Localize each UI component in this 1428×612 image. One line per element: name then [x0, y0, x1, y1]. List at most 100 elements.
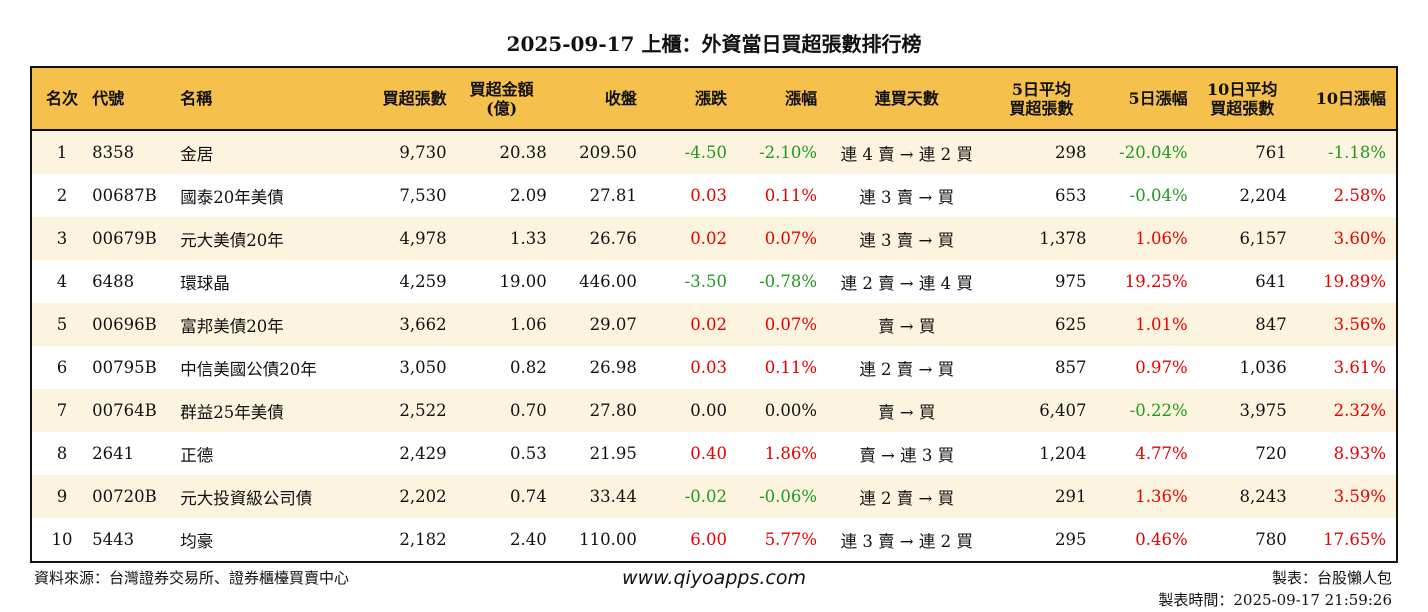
cell-code: 5443 [92, 530, 135, 549]
cell-avg10-lots: 847 [1197, 303, 1297, 346]
cell-avg5-lots: 625 [996, 303, 1097, 346]
cell-change5-pct: -0.04% [1129, 186, 1188, 205]
cell-streak: 賣 → 連 3 買 [859, 445, 955, 465]
cell-avg10-lots: 2,204 [1239, 186, 1287, 205]
cell-change10-pct: 2.32% [1296, 389, 1397, 432]
cell-net-buy-amount: 20.38 [456, 130, 557, 174]
cell-avg5-lots: 298 [996, 130, 1097, 174]
cell-change5-pct: 19.25% [1124, 272, 1188, 291]
cell-avg10-lots: 720 [1255, 444, 1287, 463]
cell-rank: 3 [31, 217, 93, 260]
cell-code: 6488 [92, 272, 135, 291]
page-title: 2025-09-17 上櫃：外資當日買超張數排行榜 [506, 32, 922, 56]
cell-change: 0.02 [646, 303, 737, 346]
cell-avg5-lots: 295 [1054, 530, 1087, 549]
cell-avg10-lots: 1,036 [1239, 358, 1287, 377]
cell-change-pct: 0.07% [736, 217, 828, 260]
cell-change: 0.40 [690, 444, 727, 463]
data-source: 資料來源：台灣證券交易所、證券櫃檯買賣中心 [34, 569, 350, 587]
cell-change-pct: -0.06% [736, 475, 828, 518]
cell-change5-pct: 1.36% [1096, 475, 1198, 518]
cell-net-buy-lots: 4,978 [360, 217, 457, 260]
cell-net-buy-amount: 0.70 [456, 389, 557, 432]
table-row: 7 00764B 群益25年美債 2,522 0.70 27.80 0.00 0.00% 賣 →… [31, 389, 1397, 432]
cell-close: 26.98 [589, 358, 637, 377]
table-row: 3 00679B 元大美債20年 4,978 1.33 26.76 0.02 0.07% 連 3… [31, 217, 1397, 260]
cell-change10-pct: 17.65% [1323, 530, 1386, 549]
website-link[interactable]: www.qiyoapps.com [622, 567, 806, 589]
cell-name: 中信美國公債20年 [180, 359, 317, 379]
header-change-pct: 漲幅 [736, 67, 828, 131]
cell-change: 0.03 [690, 358, 727, 377]
cell-change-pct: 0.11% [764, 186, 818, 205]
cell-close: 29.07 [556, 303, 647, 346]
cell-avg10-lots: 3,975 [1197, 389, 1297, 432]
cell-change: 0.03 [690, 186, 727, 205]
table-row: 10 5443 均豪 2,182 2.40 110.00 6.00 5.77% 連 3 賣 → … [31, 518, 1397, 562]
cell-avg5-lots: 1,204 [1039, 444, 1087, 463]
cell-streak: 賣 → 買 [827, 389, 997, 432]
cell-name: 國泰20年美債 [180, 187, 284, 207]
header-code: 代號 [92, 67, 181, 131]
cell-change-pct: -2.10% [736, 130, 828, 174]
cell-close: 33.44 [556, 475, 647, 518]
cell-streak: 連 2 賣 → 買 [859, 359, 955, 379]
cell-avg5-lots: 291 [996, 475, 1097, 518]
cell-change10-pct: 8.93% [1333, 444, 1386, 463]
header-avg10-lots: 10日平均 買超張數 [1197, 67, 1297, 131]
cell-rank: 4 [56, 272, 68, 291]
ranking-table: 名次 代號 名稱 買超張數 買超金額 (億) 收盤 漲跌 漲幅 連買天數 5日平均 買超張數 5日漲… [30, 66, 1398, 563]
maker: 製表：台股懶人包 [1271, 569, 1392, 587]
table-row: 5 00696B 富邦美債20年 3,662 1.06 29.07 0.02 0.07% 賣 →… [31, 303, 1397, 346]
cell-change5-pct: 0.97% [1135, 358, 1188, 377]
cell-change-pct: 0.11% [764, 358, 818, 377]
cell-close: 110.00 [579, 530, 637, 549]
cell-net-buy-amount: 0.53 [509, 444, 547, 463]
cell-change10-pct: 3.60% [1296, 217, 1397, 260]
cell-name: 均豪 [180, 531, 214, 551]
cell-rank: 5 [31, 303, 93, 346]
cell-change5-pct: 1.06% [1096, 217, 1198, 260]
cell-change: 0.02 [646, 217, 737, 260]
table-row: 9 00720B 元大投資級公司債 2,202 0.74 33.44 -0.02 -0.06%… [31, 475, 1397, 518]
cell-close: 27.80 [556, 389, 647, 432]
header-change: 漲跌 [646, 67, 737, 131]
cell-change: -3.50 [684, 272, 727, 291]
cell-close: 446.00 [579, 272, 637, 291]
cell-change-pct: 0.07% [736, 303, 828, 346]
cell-net-buy-lots: 2,429 [399, 444, 447, 463]
cell-code: 00795B [92, 358, 157, 377]
header-change10-pct: 10日漲幅 [1296, 67, 1397, 131]
cell-net-buy-lots: 7,530 [399, 186, 447, 205]
cell-net-buy-lots: 4,259 [399, 272, 447, 291]
cell-change5-pct: -0.22% [1096, 389, 1198, 432]
table-row: 1 8358 金居 9,730 20.38 209.50 -4.50 -2.10% 連 4 賣 … [31, 130, 1397, 174]
header-net-buy-amount: 買超金額 (億) [456, 67, 557, 131]
cell-net-buy-amount: 1.06 [456, 303, 557, 346]
cell-close: 21.95 [589, 444, 637, 463]
generated-time: 製表時間：2025-09-17 21:59:26 [1158, 591, 1392, 609]
cell-change5-pct: 4.77% [1135, 444, 1188, 463]
cell-net-buy-lots: 9,730 [360, 130, 457, 174]
table-body: 1 8358 金居 9,730 20.38 209.50 -4.50 -2.10% 連 4 賣 … [31, 130, 1397, 562]
table-row: 8 2641 正德 2,429 0.53 21.95 0.40 1.86% 賣 → 連 3 買 1… [31, 432, 1397, 475]
cell-code: 00687B [92, 186, 157, 205]
cell-net-buy-amount: 2.09 [509, 186, 547, 205]
cell-net-buy-lots: 2,202 [360, 475, 457, 518]
cell-change10-pct: -1.18% [1296, 130, 1397, 174]
cell-avg5-lots: 653 [1054, 186, 1087, 205]
cell-change-pct: 1.86% [764, 444, 818, 463]
cell-net-buy-amount: 2.40 [509, 530, 547, 549]
header-close: 收盤 [556, 67, 647, 131]
cell-net-buy-amount: 0.74 [456, 475, 557, 518]
cell-rank: 1 [31, 130, 93, 174]
table-row: 6 00795B 中信美國公債20年 3,050 0.82 26.98 0.03 0.11% 連… [31, 346, 1397, 389]
cell-name: 元大投資級公司債 [180, 475, 361, 518]
cell-streak: 連 4 賣 → 連 2 買 [827, 130, 997, 174]
cell-code: 00696B [92, 303, 181, 346]
cell-change: 0.00 [646, 389, 737, 432]
cell-change10-pct: 19.89% [1323, 272, 1386, 291]
header-change5-pct: 5日漲幅 [1096, 67, 1198, 131]
cell-name: 金居 [180, 130, 361, 174]
table-row: 2 00687B 國泰20年美債 7,530 2.09 27.81 0.03 0.11% 連 3… [31, 174, 1397, 217]
